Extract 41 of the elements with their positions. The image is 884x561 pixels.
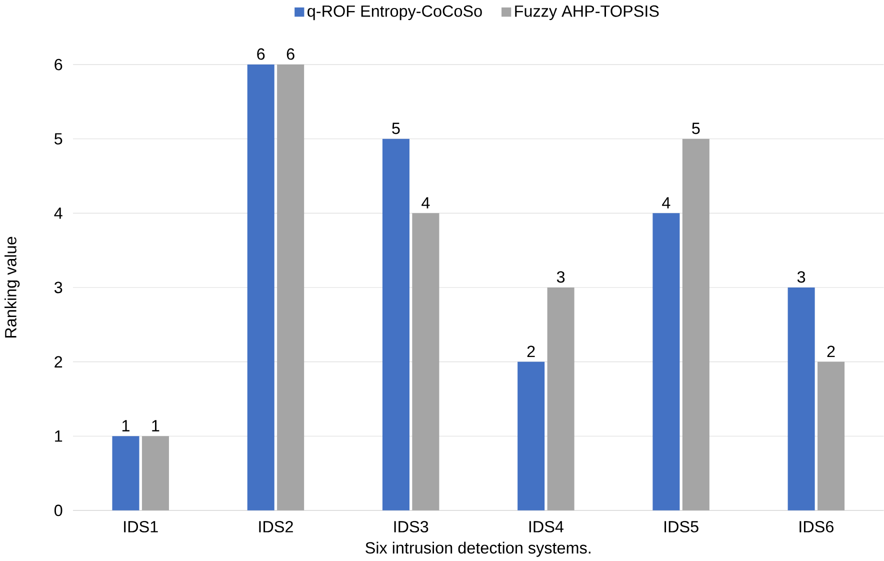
data-label: 3 bbox=[797, 271, 806, 283]
data-label: 3 bbox=[556, 271, 565, 283]
x-tick-label: IDS4 bbox=[529, 520, 564, 532]
x-tick-label: IDS5 bbox=[664, 520, 698, 532]
y-axis-title: Ranking value bbox=[4, 236, 20, 338]
y-tick-label: 2 bbox=[54, 356, 62, 368]
data-label: 6 bbox=[257, 48, 265, 60]
x-tick-label: IDS1 bbox=[124, 520, 158, 532]
bar bbox=[142, 436, 169, 510]
x-tick-label: IDS3 bbox=[394, 520, 428, 532]
bar bbox=[382, 138, 410, 510]
bar bbox=[788, 287, 815, 510]
data-label: 1 bbox=[122, 420, 130, 432]
bar bbox=[112, 436, 140, 510]
x-tick-label: IDS6 bbox=[800, 520, 834, 532]
bar bbox=[518, 362, 545, 510]
data-label: 4 bbox=[662, 197, 670, 208]
data-label: 2 bbox=[527, 346, 535, 357]
bar bbox=[277, 64, 304, 510]
y-tick-label: 5 bbox=[54, 133, 62, 144]
y-tick-label: 6 bbox=[54, 58, 62, 70]
bar bbox=[547, 287, 574, 510]
legend-label: Fuzzy AHP-TOPSIS bbox=[515, 5, 659, 20]
bar bbox=[412, 213, 440, 510]
x-tick-label: IDS2 bbox=[259, 520, 293, 532]
data-label: 4 bbox=[422, 197, 430, 208]
bar bbox=[682, 138, 710, 510]
bar bbox=[818, 362, 845, 510]
legend-label: q-ROF Entropy-CoCoSo bbox=[308, 5, 482, 20]
y-tick-label: 0 bbox=[54, 504, 62, 516]
data-label: 1 bbox=[152, 420, 160, 432]
y-tick-label: 4 bbox=[54, 207, 62, 219]
y-tick-label: 1 bbox=[55, 430, 62, 442]
data-label: 5 bbox=[392, 122, 400, 134]
y-tick-label: 3 bbox=[54, 282, 62, 294]
data-label: 5 bbox=[692, 122, 700, 134]
x-axis-title: Six intrusion detection systems. bbox=[366, 542, 590, 557]
data-label: 2 bbox=[827, 346, 835, 357]
bar bbox=[247, 64, 274, 510]
bar bbox=[652, 213, 680, 510]
data-label: 6 bbox=[286, 48, 294, 60]
